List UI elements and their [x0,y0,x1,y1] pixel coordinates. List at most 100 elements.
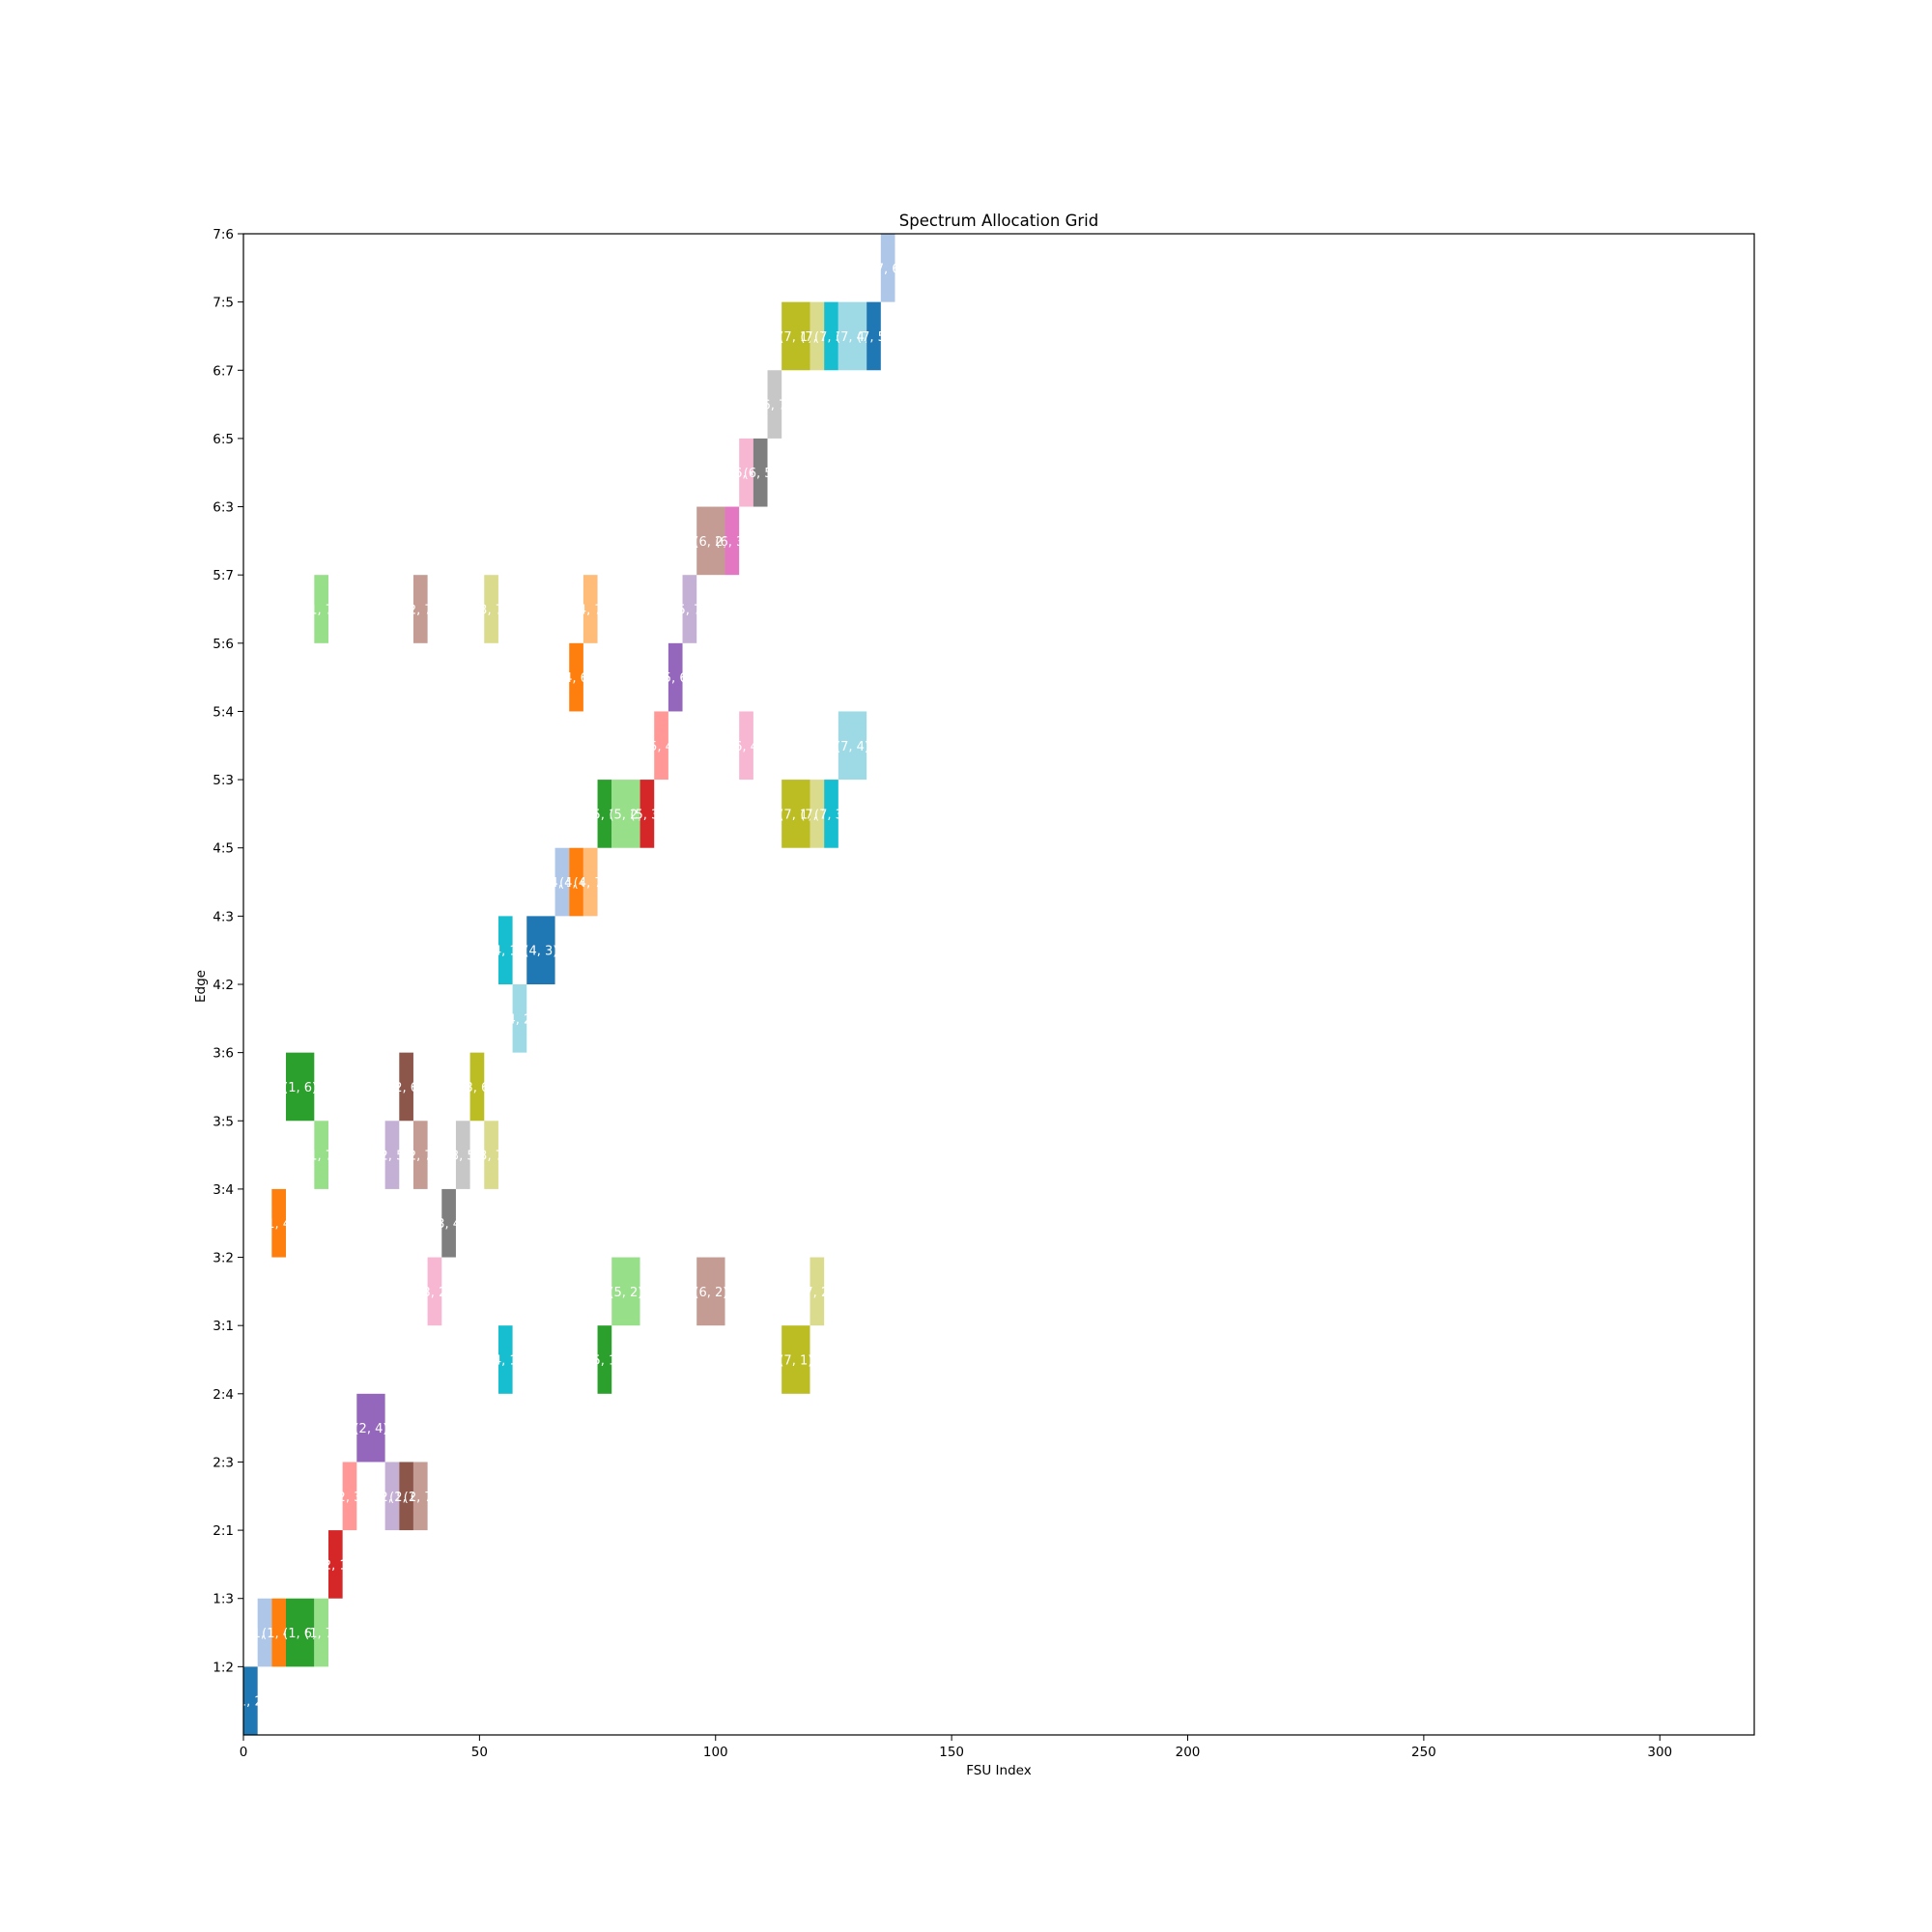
allocation-block-label: (3, 2) [417,1286,451,1300]
y-tick-label: 4:3 [213,909,234,924]
allocation-block-label: (5, 7) [672,604,706,618]
allocation-block: (4, 1) [489,1325,523,1394]
allocation-block-rect [724,506,740,576]
allocation-block: (1, 7) [304,1121,338,1189]
allocation-block: (6, 2) [694,506,727,576]
y-axis: 1:2 1:3 2:1 2:3 2:4 3:1 3:2 3:4 3:5 3:6 4:2 4:3 4:5 5… [213,227,243,1675]
allocation-block-rect [412,575,428,643]
allocation-block: (7, 1) [779,780,812,848]
allocation-block-rect [569,847,583,917]
allocation-block-label: (6, 7) [757,399,791,413]
allocation-block-rect [526,916,555,984]
allocation-block-label: (1, 6) [283,1627,317,1641]
allocation-block-rect [271,1598,286,1667]
y-tick-label: 3:1 [213,1319,234,1334]
allocation-block-rect [867,301,881,371]
allocation-block-rect [569,642,583,712]
allocation-block-rect [753,438,768,507]
allocation-block-rect [611,780,640,848]
allocation-block-label: (4, 3) [524,945,557,959]
allocation-block-rect [314,1121,328,1189]
allocation-block-rect [597,1325,612,1394]
allocation-block: (7, 2) [800,1257,834,1326]
allocation-block: (6, 4) [729,711,763,781]
allocation-block-rect [271,1188,286,1258]
allocation-block-rect [285,1052,315,1122]
y-tick-label: 7:5 [213,296,234,311]
allocation-block-rect [243,1666,258,1735]
allocation-block: (2, 7) [404,1462,438,1531]
allocation-block-label: (4, 7) [574,604,608,618]
allocation-block-label: (7, 2) [800,1286,834,1300]
y-tick-label: 4:5 [213,841,234,857]
allocation-block: (6, 7) [757,370,791,439]
allocation-block-rect [554,847,570,917]
allocation-block-label: (4, 2) [502,1012,536,1027]
allocation-block: (3, 4) [432,1188,466,1258]
allocation-block: (3, 6) [460,1052,494,1122]
allocation-block-label: (3, 7) [474,1150,508,1164]
allocation-block: (7, 6) [871,234,905,302]
allocation-blocks: (1, 2)(1, 3)(1, 4)(1, 6)(1, 7)(1, 4)(1, … [234,234,905,1735]
allocation-block-label: (7, 1) [779,808,812,822]
allocation-block-rect [484,1121,498,1189]
allocation-block-rect [824,301,838,371]
y-tick-label: 3:5 [213,1114,234,1129]
allocation-block-label: (1, 7) [304,604,338,618]
allocation-block-rect [257,1598,272,1667]
allocation-block: (5, 4) [644,711,678,781]
allocation-block-label: (2, 7) [404,1150,438,1164]
allocation-block-label: (3, 4) [432,1217,466,1232]
x-tick-label: 200 [1176,1745,1201,1760]
allocation-block-rect [824,780,838,848]
allocation-block: (2, 4) [354,1393,387,1463]
allocation-block-rect [427,1257,442,1326]
allocation-block: (6, 2) [694,1257,727,1326]
plot-area-frame [242,233,1755,1736]
allocation-block: (3, 5) [446,1121,480,1189]
allocation-block-rect [356,1393,385,1463]
allocation-block-label: (2, 5) [375,1150,409,1164]
allocation-block-rect [767,370,782,439]
allocation-block-label: (5, 6) [659,671,693,686]
allocation-block-label: (6, 5) [744,467,778,481]
allocation-block-label: (7, 4) [836,740,869,754]
allocation-block-label: (7, 4) [836,330,869,345]
allocation-block-label: (5, 3) [630,808,664,822]
allocation-block-label: (1, 6) [283,1081,317,1095]
allocation-block: (5, 2) [609,780,642,848]
allocation-block-label: (6, 4) [729,740,763,754]
allocation-block: (1, 7) [304,1598,338,1667]
allocation-block-rect [285,1598,315,1667]
allocation-block: (5, 6) [659,642,693,712]
allocation-block-rect [399,1462,413,1531]
allocation-block: (7, 1) [779,301,812,371]
allocation-block-label: (3, 5) [446,1150,480,1164]
y-tick-label: 2:1 [213,1523,234,1539]
y-tick-label: 1:2 [213,1660,234,1675]
allocation-block-rect [682,575,697,643]
allocation-block-label: (1, 7) [304,1627,338,1641]
allocation-block: (5, 3) [630,780,664,848]
allocation-block-label: (7, 3) [814,808,848,822]
allocation-block-label: (1, 4) [262,1217,296,1232]
allocation-block-rect [739,711,753,781]
allocation-block-rect [597,780,612,848]
allocation-block: (5, 7) [672,575,706,643]
allocation-block-label: (7, 1) [779,330,812,345]
allocation-block-label: (3, 6) [460,1081,494,1095]
allocation-block-rect [696,506,725,576]
x-axis: 0 50 100 150 200 250 300 [240,1735,1672,1760]
allocation-block-rect [497,916,513,984]
allocation-block: (6, 5) [744,438,778,507]
allocation-block: (4, 7) [574,575,608,643]
allocation-block-rect [342,1462,357,1531]
allocation-block: (4, 6) [559,642,593,712]
allocation-block: (1, 6) [283,1598,317,1667]
allocation-block: (6, 3) [715,506,749,576]
y-tick-label: 5:7 [213,568,234,583]
y-tick-label: 3:2 [213,1251,234,1266]
allocation-block-label: (6, 2) [694,535,727,550]
allocation-block: (4, 7) [574,847,608,917]
